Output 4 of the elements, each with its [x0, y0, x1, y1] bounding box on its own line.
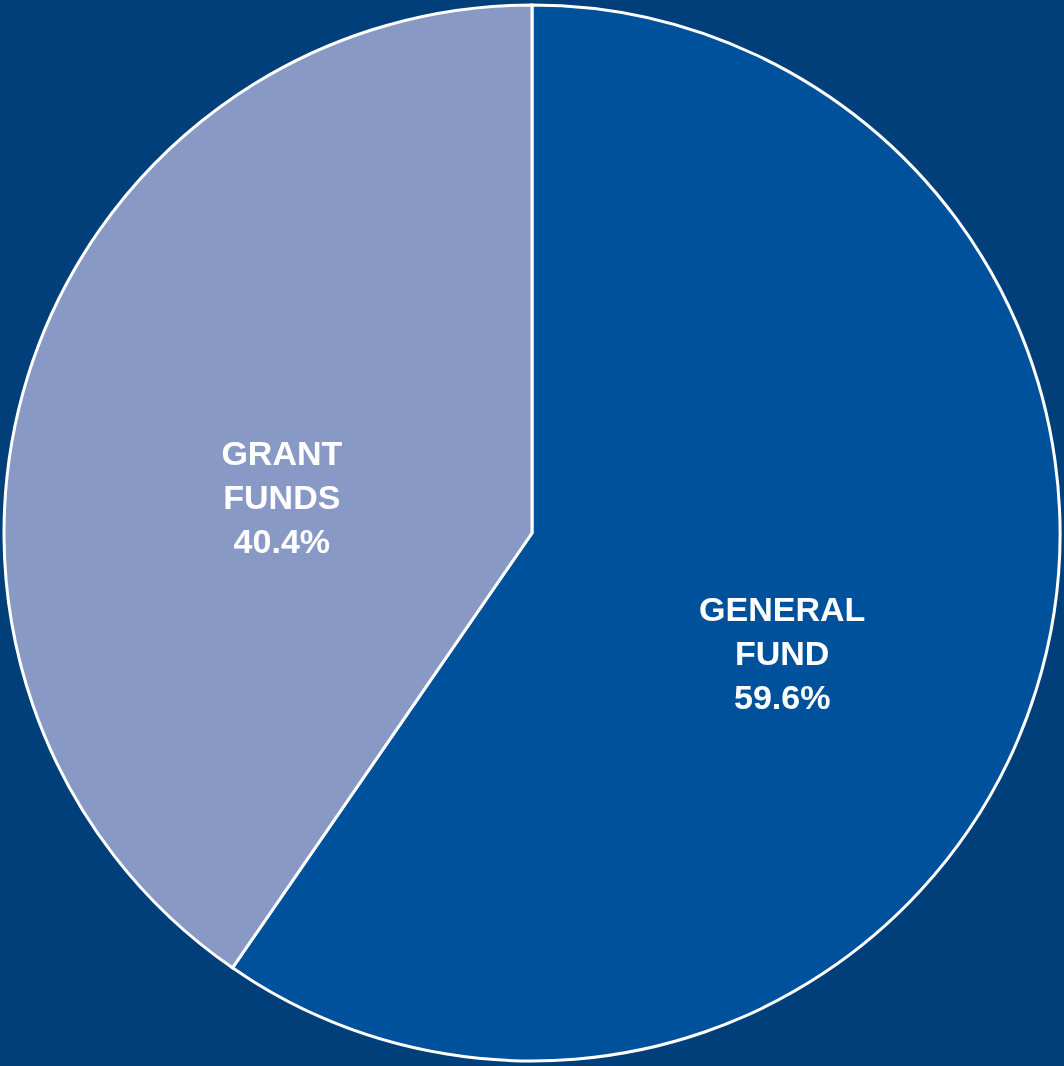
slice-label: GENERAL FUND	[699, 589, 866, 672]
slice-label: GRANT FUNDS	[221, 434, 343, 517]
data-label: 40.4%	[233, 522, 331, 561]
data-label: 59.6%	[733, 677, 831, 716]
